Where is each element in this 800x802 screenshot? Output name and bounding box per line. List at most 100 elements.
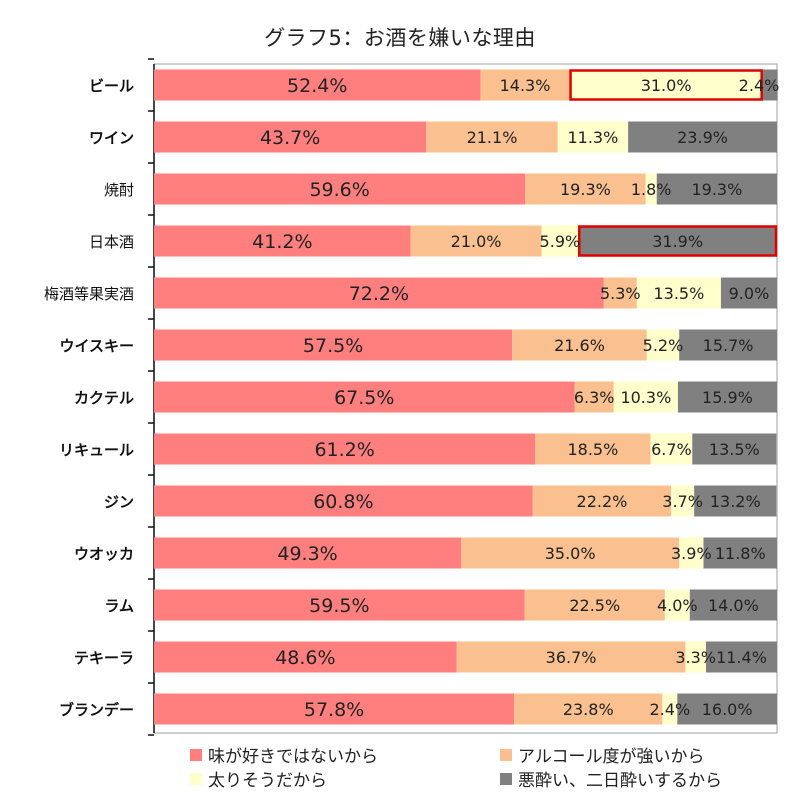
data-label: 14.3% <box>500 76 551 95</box>
data-label: 15.7% <box>703 336 754 355</box>
data-label: 11.8% <box>715 544 766 563</box>
bar-segment <box>154 329 513 361</box>
category-label: ジン <box>104 493 134 511</box>
data-label: 6.7% <box>651 440 692 459</box>
bar-segment <box>664 589 690 621</box>
category-label: 焼酎 <box>104 181 134 199</box>
data-label: 6.3% <box>574 388 615 407</box>
highlight-box <box>578 225 778 257</box>
data-label: 21.6% <box>554 336 605 355</box>
data-label: 60.8% <box>313 491 373 513</box>
category-label: テキーラ <box>74 649 134 667</box>
bar-segment <box>154 121 427 153</box>
data-label: 57.5% <box>303 335 363 357</box>
data-label: 4.0% <box>657 596 698 615</box>
data-label: 22.2% <box>577 492 628 511</box>
bar-segment <box>679 537 704 569</box>
data-label: 14.0% <box>708 596 759 615</box>
bar-segment <box>569 69 763 101</box>
data-label: 36.7% <box>546 648 597 667</box>
data-label: 23.9% <box>677 128 728 147</box>
bar-segment <box>645 173 657 205</box>
data-label: 3.3% <box>675 648 716 667</box>
chart-title: グラフ5：お酒を嫌いな理由 <box>264 26 536 50</box>
bar-segment <box>677 381 777 413</box>
data-label: 35.0% <box>545 544 596 563</box>
legend-swatch <box>500 772 512 785</box>
bars-group <box>154 69 778 725</box>
bar-segment <box>662 693 678 725</box>
category-label: リキュール <box>59 441 134 459</box>
category-label: 日本酒 <box>89 233 134 251</box>
bar-segment <box>524 589 665 621</box>
bar-segment <box>578 225 777 257</box>
category-label: ラム <box>104 597 134 615</box>
bar-segment <box>456 641 686 673</box>
highlight-box <box>569 69 763 101</box>
category-label: ビール <box>89 77 134 95</box>
data-label: 5.9% <box>540 232 581 251</box>
bar-segment <box>685 641 706 673</box>
data-label: 2.4% <box>650 700 691 719</box>
bar-segment <box>636 277 721 309</box>
data-label: 3.7% <box>662 492 703 511</box>
bar-segment <box>656 173 777 205</box>
data-label: 11.3% <box>567 128 618 147</box>
bar-segment <box>628 121 777 153</box>
bar-segment <box>426 121 558 153</box>
data-label: 41.2% <box>252 231 312 253</box>
bar-segment <box>705 641 777 673</box>
bar-segment <box>613 381 678 413</box>
bar-segment <box>461 537 680 569</box>
data-label: 52.4% <box>287 75 347 97</box>
bar-segment <box>410 225 542 257</box>
bar-segment <box>574 381 614 413</box>
data-label: 13.5% <box>709 440 760 459</box>
bar-segment <box>525 173 646 205</box>
legend-label: アルコール度が強いから <box>518 747 705 767</box>
bar-segment <box>154 277 604 309</box>
data-label: 5.2% <box>643 336 684 355</box>
data-label: 23.8% <box>563 700 614 719</box>
bar-segment <box>154 433 536 465</box>
legend-item: 悪酔い、二日酔いするから <box>500 766 722 791</box>
legend-item: 太りそうだから <box>190 766 327 791</box>
data-label: 72.2% <box>349 283 409 305</box>
category-label: カクテル <box>74 389 134 407</box>
bar-segment <box>480 69 570 101</box>
data-label: 31.9% <box>652 232 703 251</box>
data-label: 11.4% <box>716 648 767 667</box>
category-label: ウイスキー <box>59 337 134 355</box>
bar-segment <box>154 537 462 569</box>
value-labels-group: 52.4% 14.3% 31.0% 2.4% 43.7% 21.1% 11.3% 23.9% 5… <box>252 75 779 721</box>
legend-swatch <box>190 772 202 785</box>
bar-segment <box>532 485 672 517</box>
category-label: ウオッカ <box>74 545 134 563</box>
bar-segment <box>154 225 411 257</box>
bar-segment <box>557 121 629 153</box>
legend-item: 味が好きではないから <box>190 742 378 767</box>
bar-segment <box>514 693 663 725</box>
bar-segment <box>154 693 515 725</box>
bar-segment <box>603 277 637 309</box>
bar-segment <box>720 277 777 309</box>
bar-segment <box>689 589 777 621</box>
bar-segment <box>154 641 457 673</box>
legend-item: アルコール度が強いから <box>500 742 705 767</box>
data-label: 22.5% <box>569 596 620 615</box>
data-label: 10.3% <box>620 388 671 407</box>
data-label: 59.5% <box>309 595 369 617</box>
legend-label: 太りそうだから <box>208 771 327 791</box>
data-label: 67.5% <box>334 387 394 409</box>
data-label: 48.6% <box>275 647 335 669</box>
data-label: 31.0% <box>641 76 692 95</box>
data-label: 9.0% <box>729 284 770 303</box>
bar-segment <box>671 485 695 517</box>
data-label: 61.2% <box>314 439 374 461</box>
category-label: ワイン <box>89 129 134 147</box>
bar-segment <box>694 485 777 517</box>
bar-segment <box>541 225 579 257</box>
data-label: 2.4% <box>739 76 780 95</box>
data-label: 21.1% <box>467 128 518 147</box>
data-label: 1.8% <box>631 180 672 199</box>
